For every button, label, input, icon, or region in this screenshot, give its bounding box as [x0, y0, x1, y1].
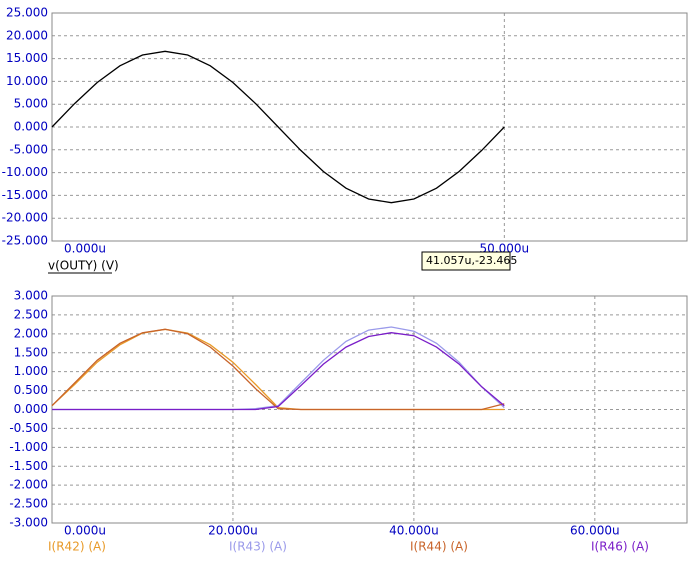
legend-entry: I(R42) (A) [48, 540, 106, 554]
x-tick-label: 0.000u [64, 242, 106, 256]
y-tick-label: 0.500 [14, 383, 48, 397]
y-tick-label: -20.000 [2, 211, 48, 225]
y-tick-label: -5.000 [9, 142, 48, 156]
x-tick-label: 20.000u [208, 524, 258, 538]
y-tick-label: -1.500 [9, 459, 48, 473]
y-tick-label: 3.000 [14, 289, 48, 303]
y-tick-label: 1.500 [14, 345, 48, 359]
x-tick-label: 0.000u [64, 524, 106, 538]
y-tick-label: -10.000 [2, 165, 48, 179]
x-tick-label: 40.000u [389, 524, 439, 538]
series-line [52, 326, 505, 411]
y-tick-label: 1.000 [14, 364, 48, 378]
y-tick-label: -2.000 [9, 478, 48, 492]
series-line [51, 50, 505, 204]
y-tick-label: 5.000 [14, 97, 48, 111]
plot-frame [51, 12, 688, 242]
y-tick-label: -15.000 [2, 188, 48, 202]
y-tick-label: -25.000 [2, 234, 48, 248]
y-tick-label: 0.000 [14, 120, 48, 134]
y-tick-label: 0.000 [14, 402, 48, 416]
legend-entry: I(R46) (A) [591, 540, 649, 554]
y-tick-label: 2.000 [14, 326, 48, 340]
y-tick-label: -3.000 [9, 516, 48, 530]
y-tick-label: -2.500 [9, 497, 48, 511]
series-line [51, 328, 505, 411]
y-tick-label: -1.000 [9, 440, 48, 454]
y-tick-label: 15.000 [6, 51, 48, 65]
legend-entry: I(R44) (A) [410, 540, 468, 554]
series-line [52, 332, 505, 411]
y-tick-label: -0.500 [9, 421, 48, 435]
tooltip-text: 41.057u,-23.465 [426, 254, 517, 267]
y-tick-label: 2.500 [14, 307, 48, 321]
y-tick-label: 25.000 [6, 6, 48, 20]
tooltip-box [421, 251, 511, 271]
y-tick-label: 20.000 [6, 28, 48, 42]
y-tick-label: 10.000 [6, 74, 48, 88]
series-line [51, 328, 505, 411]
legend-entry: I(R43) (A) [229, 540, 287, 554]
x-tick-label: 60.000u [570, 524, 620, 538]
legend-entry: v(OUTY) (V) [48, 259, 119, 273]
